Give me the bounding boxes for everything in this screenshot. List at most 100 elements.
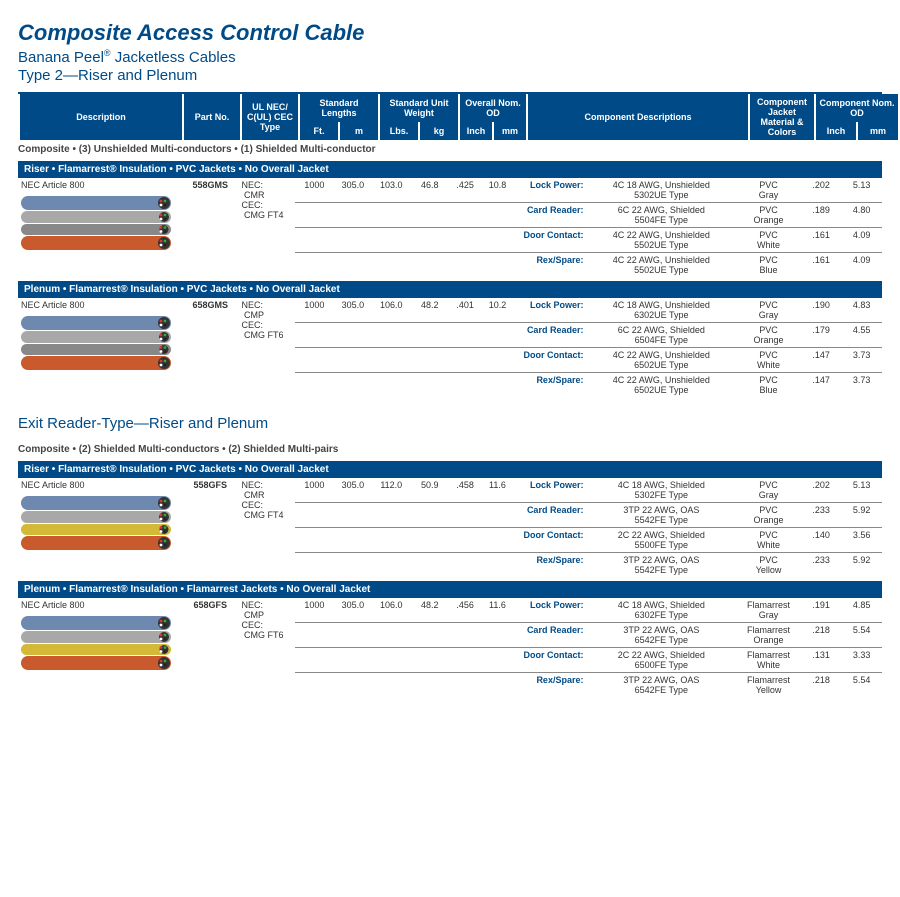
lbs: 106.0 bbox=[372, 298, 410, 323]
comp-in: .147 bbox=[801, 373, 841, 398]
comp-label: Lock Power: bbox=[514, 598, 587, 623]
hdr-inch: Inch bbox=[460, 122, 492, 140]
comp-desc: 3TP 22 AWG, OAS6542FE Type bbox=[586, 623, 736, 648]
comp-label: Rex/Spare: bbox=[514, 553, 587, 578]
registered-icon: ® bbox=[104, 48, 111, 58]
nec-article: NEC Article 800 bbox=[21, 600, 179, 610]
cable-image bbox=[21, 194, 171, 251]
part-no: 558GFS bbox=[182, 478, 239, 577]
header-table: Description Part No. UL NEC/ C(UL) CEC T… bbox=[18, 94, 900, 140]
comp-in: .131 bbox=[801, 648, 841, 673]
kg: 50.9 bbox=[410, 478, 448, 503]
hdr-stdwt: Standard Unit Weight bbox=[380, 94, 458, 122]
mm: 11.6 bbox=[481, 478, 513, 503]
comp-mm: 5.13 bbox=[841, 478, 882, 503]
product-block: NEC Article 800 558GMS NEC: CMRCEC: CMG … bbox=[18, 178, 882, 277]
lbs: 103.0 bbox=[372, 178, 410, 203]
kg: 48.2 bbox=[410, 298, 448, 323]
subtitle-b: Jacketless Cables bbox=[111, 49, 236, 66]
ft: 1000 bbox=[295, 598, 333, 623]
page-title: Composite Access Control Cable bbox=[18, 20, 882, 46]
comp-mm: 5.54 bbox=[841, 673, 882, 698]
comp-in: .233 bbox=[801, 553, 841, 578]
comp-desc: 3TP 22 AWG, OAS5542FE Type bbox=[586, 553, 736, 578]
desc-cell: NEC Article 800 bbox=[18, 298, 182, 397]
hdr-cjmc: Component Jacket Material & Colors bbox=[750, 94, 814, 140]
comp-label: Card Reader: bbox=[514, 323, 587, 348]
comp-mm: 3.73 bbox=[841, 348, 882, 373]
section-bar-riser-1: Riser • Flamarrest® Insulation • PVC Jac… bbox=[18, 161, 882, 178]
comp-mm: 5.92 bbox=[841, 503, 882, 528]
ul-type: NEC: CMPCEC: CMG FT6 bbox=[239, 298, 296, 397]
comp-label: Door Contact: bbox=[514, 348, 587, 373]
comp-mm: 4.83 bbox=[841, 298, 882, 323]
desc-cell: NEC Article 800 bbox=[18, 178, 182, 277]
product-block: NEC Article 800 658GMS NEC: CMPCEC: CMG … bbox=[18, 298, 882, 397]
comp-mat: PVCWhite bbox=[736, 528, 801, 553]
comp-desc: 3TP 22 AWG, OAS6542FE Type bbox=[586, 673, 736, 698]
cable-image bbox=[21, 494, 171, 551]
page-subtitle: Banana Peel® Jacketless Cables bbox=[18, 48, 882, 66]
comp-mat: PVCYellow bbox=[736, 553, 801, 578]
comp-mm: 4.85 bbox=[841, 598, 882, 623]
comp-desc: 4C 22 AWG, Unshielded6502UE Type bbox=[586, 348, 736, 373]
comp-mat: PVCWhite bbox=[736, 228, 801, 253]
type-heading-2: Exit Reader-Type—Riser and Plenum bbox=[18, 415, 882, 432]
m: 305.0 bbox=[334, 598, 372, 623]
m: 305.0 bbox=[334, 178, 372, 203]
comp-mm: 4.09 bbox=[841, 228, 882, 253]
kg: 46.8 bbox=[410, 178, 448, 203]
comp-in: .202 bbox=[801, 478, 841, 503]
comp-mat: PVCBlue bbox=[736, 373, 801, 398]
hdr-ul: UL NEC/ C(UL) CEC Type bbox=[242, 94, 298, 140]
hdr-pn: Part No. bbox=[184, 94, 240, 140]
comp-label: Card Reader: bbox=[514, 623, 587, 648]
comp-in: .202 bbox=[801, 178, 841, 203]
hdr-lbs: Lbs. bbox=[380, 122, 418, 140]
inch: .458 bbox=[449, 478, 481, 503]
comp-mat: PVCOrange bbox=[736, 503, 801, 528]
section-bar-plenum-2: Plenum • Flamarrest® Insulation • Flamar… bbox=[18, 581, 882, 598]
comp-in: .140 bbox=[801, 528, 841, 553]
comp-in: .161 bbox=[801, 253, 841, 278]
hdr-cnomod: Component Nom. OD bbox=[816, 94, 898, 122]
comp-mm: 3.73 bbox=[841, 373, 882, 398]
subtitle-a: Banana Peel bbox=[18, 49, 104, 66]
comp-mat: PVCGray bbox=[736, 478, 801, 503]
comp-label: Lock Power: bbox=[514, 298, 587, 323]
ul-type: NEC: CMRCEC: CMG FT4 bbox=[239, 478, 296, 577]
part-no: 658GFS bbox=[182, 598, 239, 697]
category-line-2: Composite • (2) Shielded Multi-conductor… bbox=[18, 440, 882, 457]
comp-mat: PVCOrange bbox=[736, 203, 801, 228]
lbs: 112.0 bbox=[372, 478, 410, 503]
hdr-desc: Description bbox=[20, 94, 182, 140]
hdr-ft: Ft. bbox=[300, 122, 338, 140]
m: 305.0 bbox=[334, 298, 372, 323]
comp-mm: 4.80 bbox=[841, 203, 882, 228]
cable-image bbox=[21, 314, 171, 371]
comp-in: .190 bbox=[801, 298, 841, 323]
kg: 48.2 bbox=[410, 598, 448, 623]
comp-label: Door Contact: bbox=[514, 648, 587, 673]
comp-label: Rex/Spare: bbox=[514, 373, 587, 398]
comp-mm: 3.56 bbox=[841, 528, 882, 553]
comp-label: Door Contact: bbox=[514, 228, 587, 253]
comp-in: .218 bbox=[801, 623, 841, 648]
ul-type: NEC: CMPCEC: CMG FT6 bbox=[239, 598, 296, 697]
ft: 1000 bbox=[295, 178, 333, 203]
hdr-m: m bbox=[340, 122, 378, 140]
comp-desc: 6C 22 AWG, Shielded5504FE Type bbox=[586, 203, 736, 228]
comp-mm: 5.92 bbox=[841, 553, 882, 578]
hdr-mm: mm bbox=[494, 122, 526, 140]
part-no: 658GMS bbox=[182, 298, 239, 397]
comp-mm: 4.55 bbox=[841, 323, 882, 348]
cable-image bbox=[21, 614, 171, 671]
comp-desc: 4C 22 AWG, Unshielded5502UE Type bbox=[586, 253, 736, 278]
mm: 10.2 bbox=[481, 298, 513, 323]
comp-desc: 4C 18 AWG, Unshielded6302UE Type bbox=[586, 298, 736, 323]
catalog-page: Composite Access Control Cable Banana Pe… bbox=[0, 0, 900, 717]
comp-mat: PVCGray bbox=[736, 298, 801, 323]
part-no: 558GMS bbox=[182, 178, 239, 277]
comp-desc: 4C 18 AWG, Shielded5302FE Type bbox=[586, 478, 736, 503]
comp-in: .218 bbox=[801, 673, 841, 698]
